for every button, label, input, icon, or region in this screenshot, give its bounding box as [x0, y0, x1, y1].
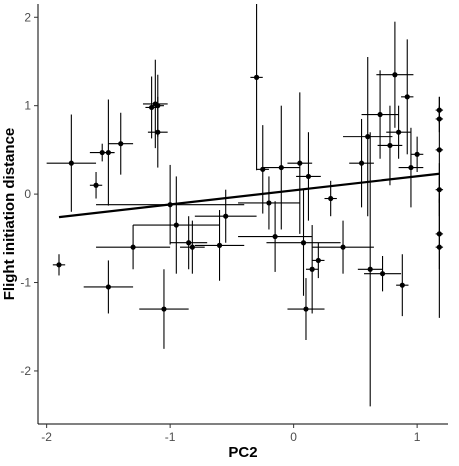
data-point — [173, 222, 179, 228]
data-point — [367, 266, 373, 272]
x-tick-label: -2 — [41, 430, 52, 444]
data-point — [404, 94, 410, 100]
data-point — [377, 111, 383, 118]
points-layer — [56, 72, 442, 312]
axes-layer — [37, 4, 448, 425]
error-bars-layer — [46, 4, 444, 407]
data-point — [260, 166, 266, 172]
data-point — [278, 164, 284, 171]
data-point — [365, 134, 371, 140]
data-point — [56, 262, 62, 268]
data-point — [186, 240, 192, 246]
y-tick-label: 2 — [24, 10, 31, 24]
data-point — [309, 266, 315, 272]
data-point — [328, 195, 334, 202]
data-point — [130, 244, 136, 250]
data-point — [305, 173, 312, 180]
trend-line-layer — [58, 172, 440, 219]
data-point — [216, 242, 223, 248]
data-point — [149, 104, 155, 111]
data-point — [436, 116, 442, 122]
trend-line — [58, 172, 440, 219]
x-tick-label: -1 — [165, 430, 176, 444]
data-point — [68, 160, 74, 166]
x-tick-label: 1 — [414, 430, 421, 444]
y-tick-label: -2 — [20, 364, 31, 378]
data-point — [253, 74, 260, 80]
data-point — [436, 187, 442, 193]
data-point — [340, 244, 346, 250]
data-point — [399, 282, 405, 288]
data-point — [297, 160, 303, 166]
data-point — [408, 164, 414, 171]
x-ticks: -2 -1 0 1 — [41, 424, 421, 444]
data-point — [392, 72, 398, 78]
y-axis-title: Flight initiation distance — [1, 128, 18, 301]
y-tick-label: 1 — [24, 99, 31, 113]
data-point — [315, 257, 321, 264]
y-tick-label: -1 — [20, 276, 31, 290]
data-point — [387, 142, 393, 149]
x-axis-title: PC2 — [228, 444, 257, 461]
data-point — [161, 306, 167, 312]
data-point — [272, 233, 278, 240]
x-tick-label: 0 — [290, 430, 297, 444]
data-point — [396, 129, 402, 135]
data-point — [436, 107, 442, 113]
data-point — [300, 240, 307, 246]
y-ticks: -2 -1 0 1 2 — [20, 10, 38, 378]
data-point — [99, 149, 105, 156]
data-point — [379, 271, 386, 277]
data-point — [155, 129, 161, 135]
data-point — [189, 244, 195, 250]
data-point — [105, 284, 111, 290]
data-point — [436, 231, 442, 237]
data-point — [93, 182, 99, 188]
data-point — [358, 160, 365, 166]
data-point — [436, 244, 442, 250]
data-point — [266, 200, 272, 206]
data-point — [118, 141, 124, 147]
data-point — [155, 103, 161, 109]
data-point — [436, 147, 442, 153]
data-point — [223, 213, 229, 219]
data-point — [303, 306, 309, 312]
data-point — [105, 149, 111, 156]
y-tick-label: 0 — [24, 187, 31, 201]
data-point — [414, 151, 420, 157]
